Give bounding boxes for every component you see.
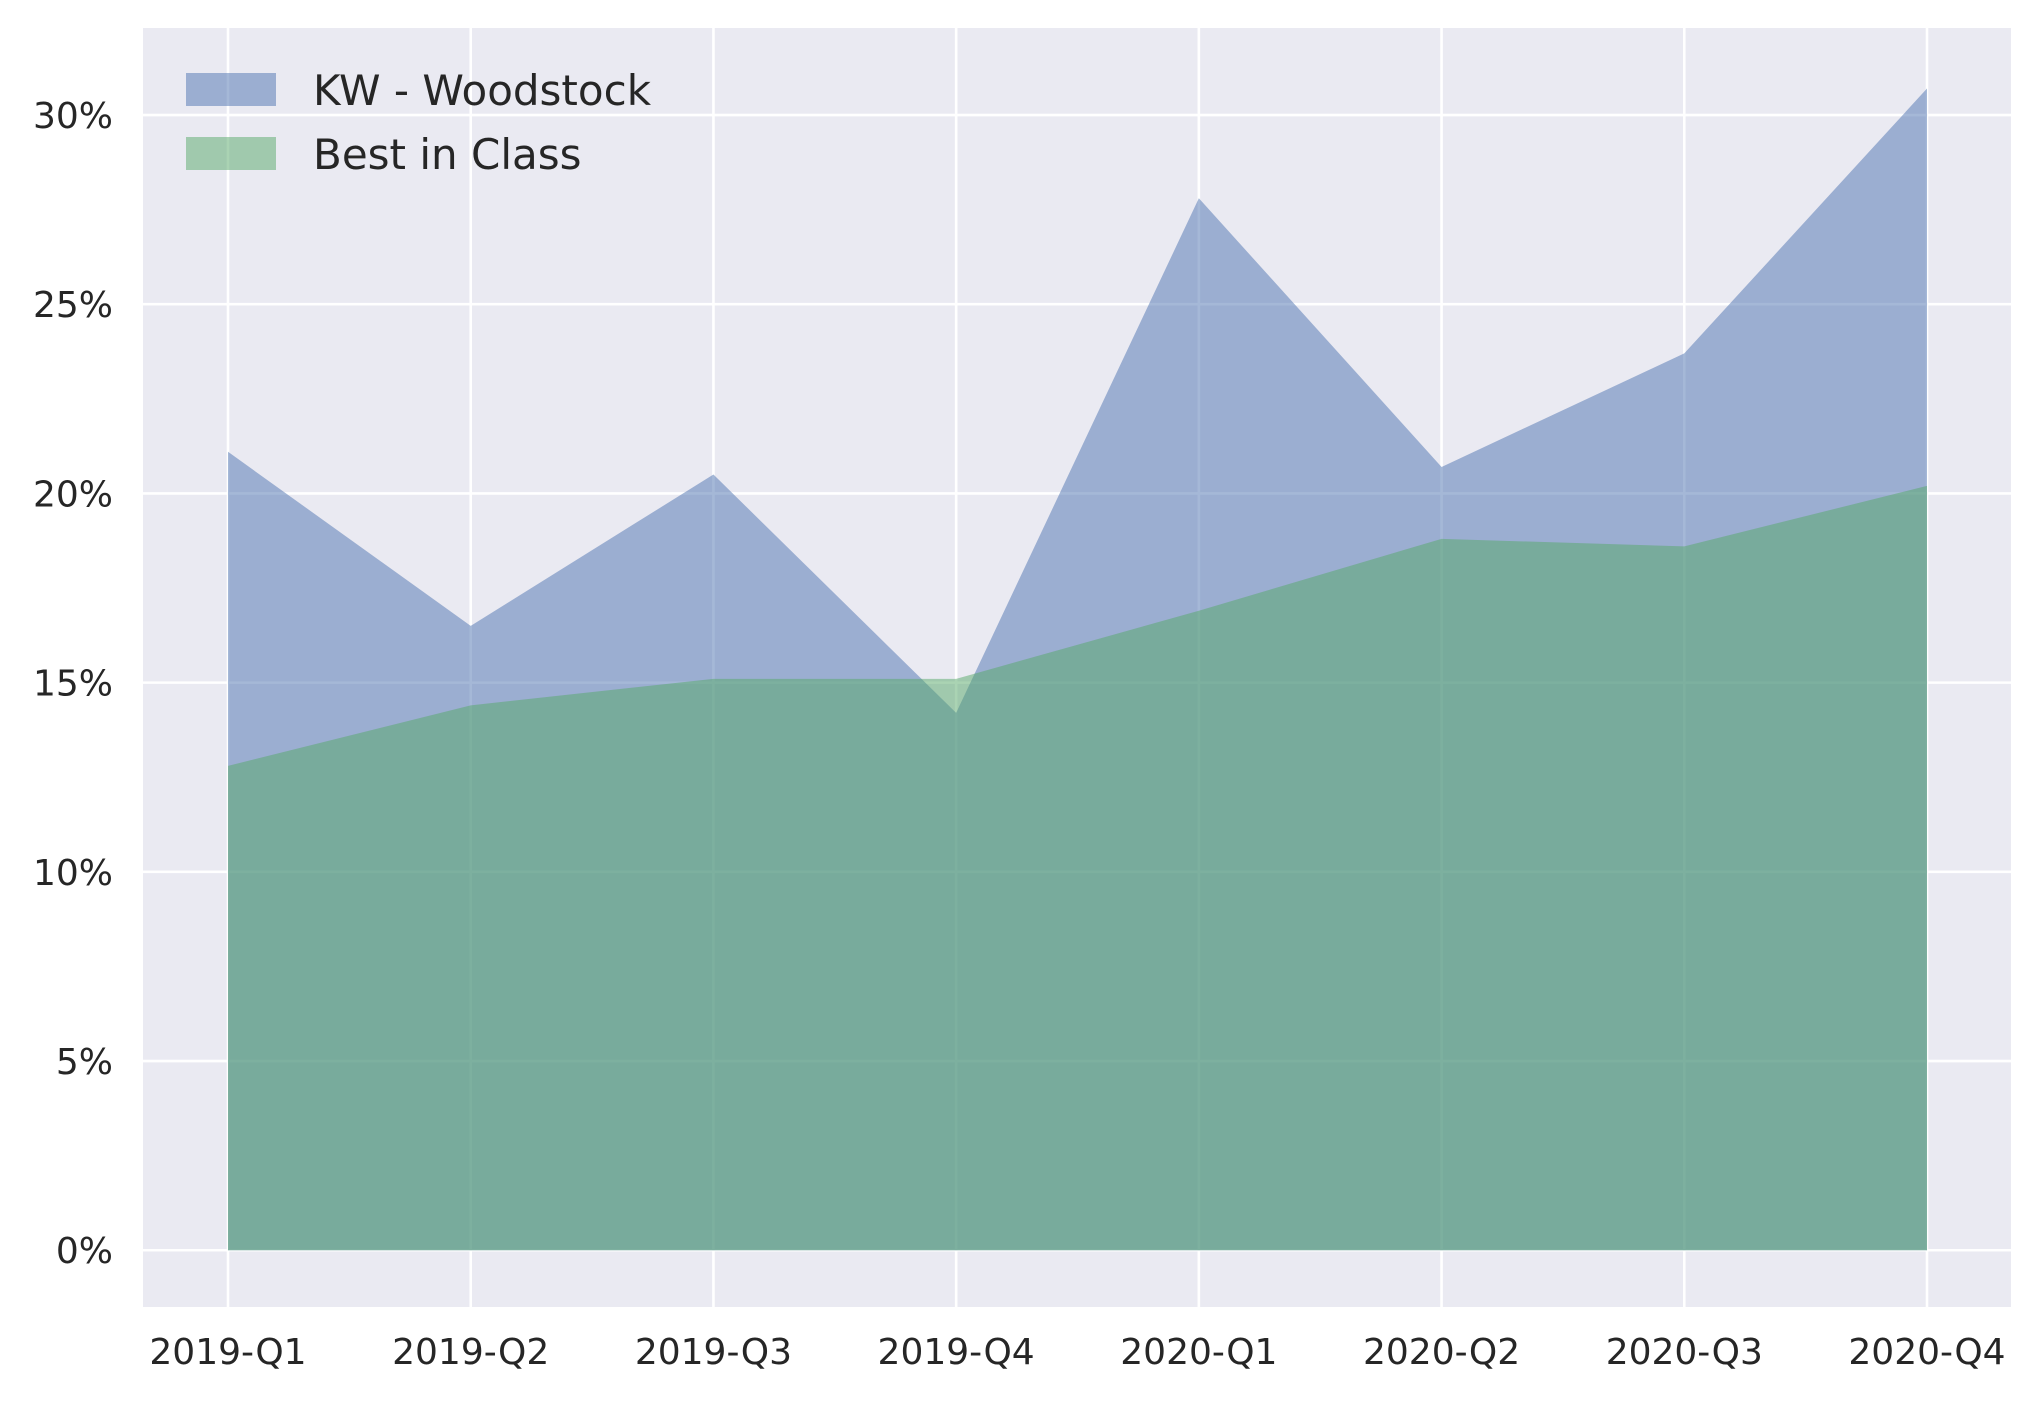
x-tick-label: 2020-Q4: [1848, 1332, 2005, 1373]
x-axis-tick-labels: 2019-Q1 2019-Q2 2019-Q3 2019-Q4 2020-Q1 2020-…: [149, 1332, 2005, 1373]
area-series-best-in-class: [228, 485, 1927, 1251]
legend-label: KW - Woodstock: [313, 66, 652, 115]
y-axis-tick-labels: 0% 5% 10% 15% 20% 25% 30%: [33, 96, 113, 1272]
y-tick-label: 30%: [33, 96, 113, 137]
y-tick-label: 5%: [56, 1042, 113, 1083]
y-tick-label: 20%: [33, 474, 113, 515]
y-tick-label: 10%: [33, 853, 113, 894]
y-tick-label: 0%: [56, 1231, 113, 1272]
x-tick-label: 2019-Q2: [392, 1332, 549, 1373]
x-tick-label: 2019-Q3: [635, 1332, 792, 1373]
x-tick-label: 2020-Q3: [1606, 1332, 1763, 1373]
x-tick-label: 2020-Q2: [1363, 1332, 1520, 1373]
legend-swatch: [186, 73, 276, 106]
y-tick-label: 25%: [33, 285, 113, 326]
area-series: [228, 88, 1927, 1251]
legend: KW - Woodstock Best in Class: [186, 66, 652, 179]
legend-swatch: [186, 137, 276, 170]
x-tick-label: 2019-Q1: [149, 1332, 306, 1373]
x-tick-label: 2020-Q1: [1120, 1332, 1277, 1373]
legend-label: Best in Class: [313, 130, 582, 179]
y-tick-label: 15%: [33, 664, 113, 705]
x-tick-label: 2019-Q4: [878, 1332, 1035, 1373]
